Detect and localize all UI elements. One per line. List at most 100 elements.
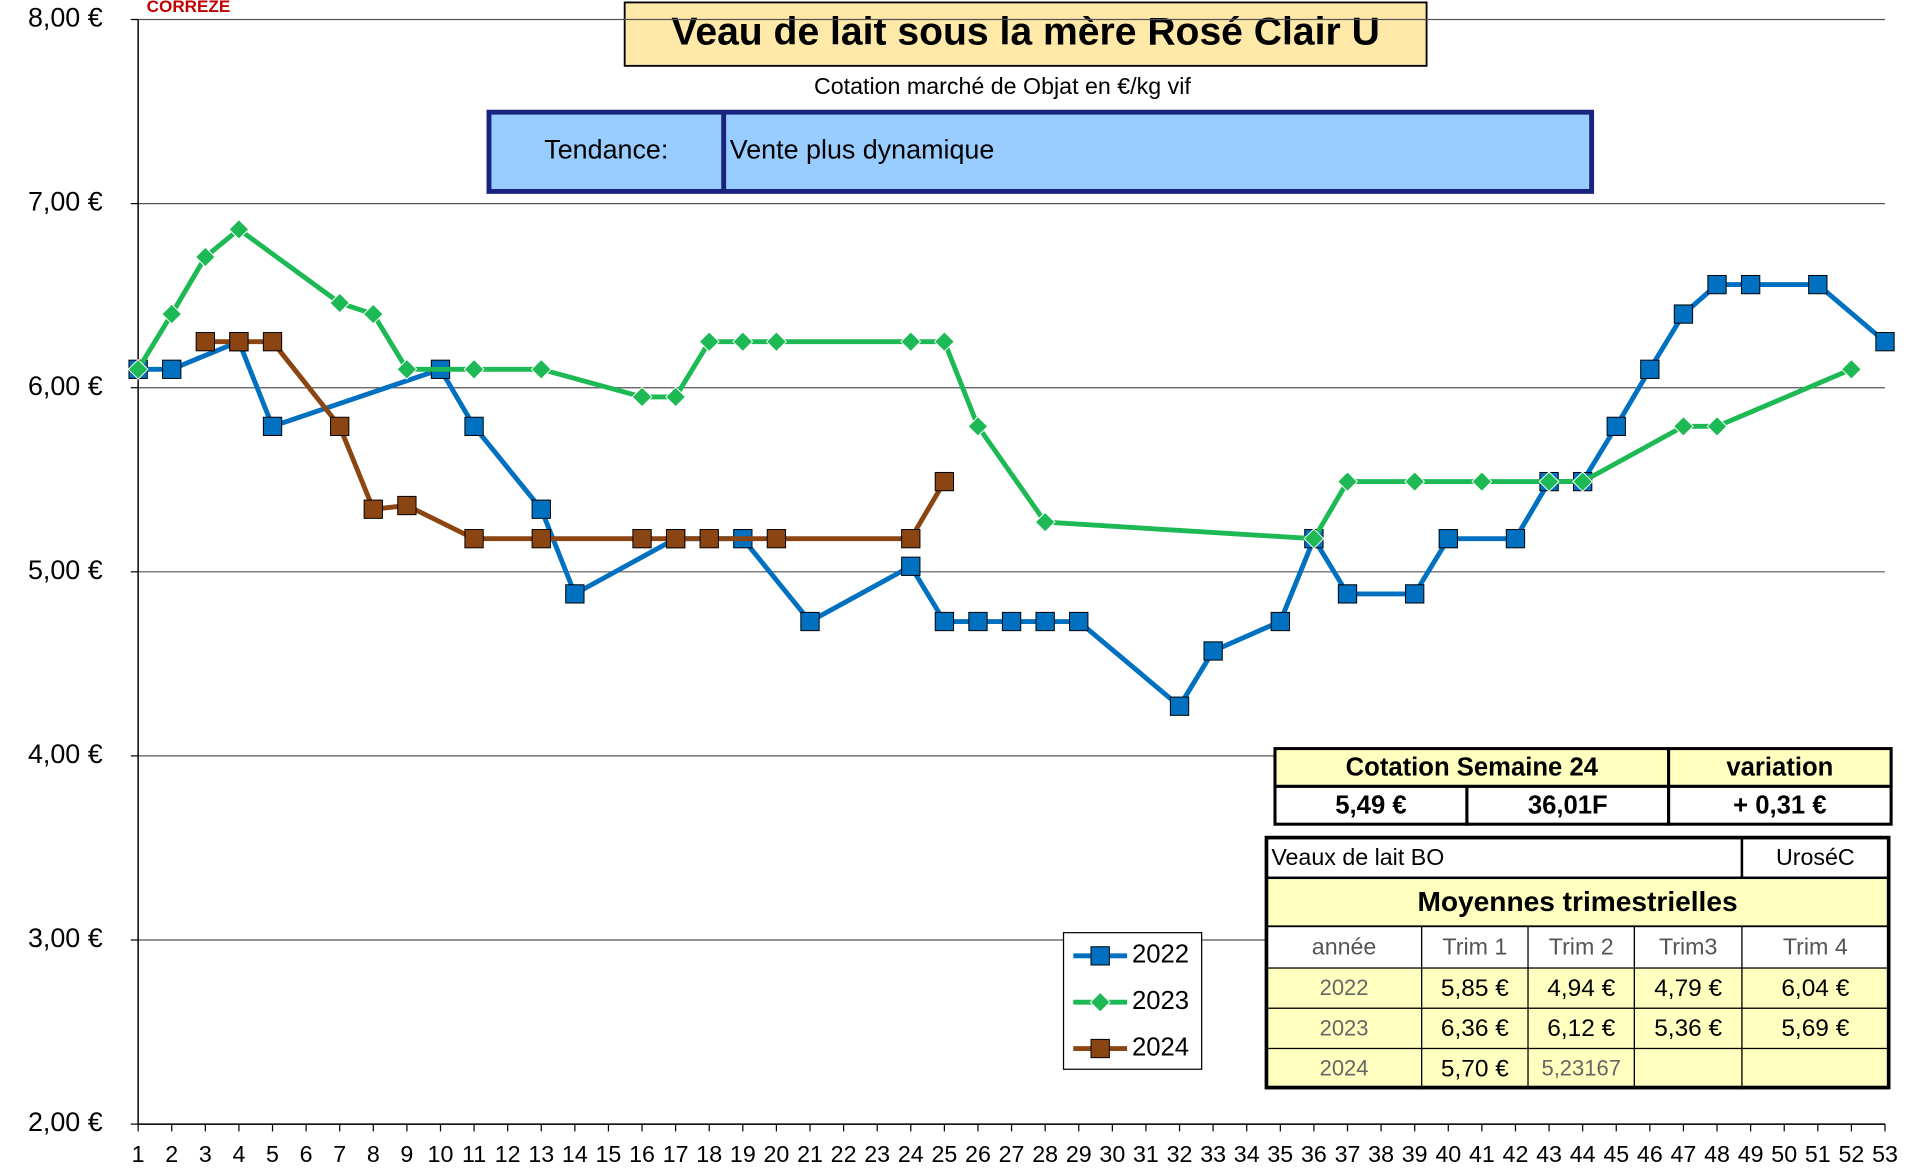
table-text: Trim 2 bbox=[1549, 934, 1614, 960]
marker bbox=[699, 529, 719, 549]
trend-text: Vente plus dynamique bbox=[730, 134, 995, 164]
x-tick-label: 53 bbox=[1872, 1141, 1898, 1167]
marker bbox=[362, 303, 384, 325]
y-tick-label: 6,00 € bbox=[28, 371, 103, 401]
marker bbox=[1438, 529, 1458, 549]
marker bbox=[1672, 415, 1694, 437]
marker bbox=[464, 529, 484, 549]
x-tick-label: 19 bbox=[730, 1141, 756, 1167]
y-tick-label: 8,00 € bbox=[28, 3, 103, 33]
marker bbox=[1001, 611, 1022, 632]
marker bbox=[1707, 274, 1727, 295]
table-text: 5,85 € bbox=[1441, 975, 1509, 1002]
x-tick-label: 4 bbox=[232, 1141, 245, 1167]
x-tick-label: 30 bbox=[1099, 1141, 1125, 1167]
x-tick-label: 34 bbox=[1234, 1141, 1260, 1167]
x-tick-label: 11 bbox=[462, 1141, 486, 1167]
table-text: 6,04 € bbox=[1781, 975, 1849, 1002]
marker bbox=[1035, 611, 1055, 632]
x-tick-label: 14 bbox=[562, 1141, 588, 1167]
legend-label: 2023 bbox=[1132, 987, 1189, 1015]
marker bbox=[901, 529, 921, 549]
table-cell bbox=[1421, 967, 1529, 1009]
table-text: année bbox=[1312, 934, 1377, 960]
x-tick-label: 15 bbox=[596, 1141, 622, 1167]
marker bbox=[1606, 416, 1626, 437]
marker bbox=[1034, 511, 1056, 533]
table-text: 2023 bbox=[1320, 1015, 1369, 1040]
x-tick-label: 52 bbox=[1838, 1141, 1864, 1167]
x-tick-label: 28 bbox=[1032, 1141, 1058, 1167]
marker bbox=[530, 358, 552, 380]
y-tick-label: 7,00 € bbox=[28, 187, 103, 217]
marker bbox=[934, 471, 955, 492]
marker bbox=[1706, 415, 1728, 437]
marker bbox=[901, 556, 921, 576]
marker bbox=[229, 332, 249, 352]
x-tick-label: 42 bbox=[1503, 1141, 1529, 1167]
marker bbox=[1808, 274, 1828, 295]
legend-label: 2024 bbox=[1132, 1033, 1189, 1061]
marker bbox=[127, 358, 149, 380]
marker bbox=[933, 331, 955, 353]
marker bbox=[262, 332, 283, 352]
marker bbox=[161, 303, 183, 325]
marker bbox=[1203, 641, 1223, 661]
x-tick-label: 9 bbox=[400, 1141, 413, 1167]
marker bbox=[464, 416, 484, 437]
x-tick-label: 41 bbox=[1469, 1141, 1495, 1167]
table-cell bbox=[1741, 925, 1890, 969]
marker bbox=[363, 499, 383, 519]
marker bbox=[665, 529, 686, 549]
x-tick-label: 6 bbox=[300, 1141, 313, 1167]
table-cell bbox=[1421, 1047, 1529, 1090]
x-tick-label: 12 bbox=[495, 1141, 521, 1167]
table-cell bbox=[1633, 967, 1743, 1009]
marker bbox=[531, 529, 551, 549]
table-cell bbox=[1741, 1047, 1890, 1090]
x-tick-label: 26 bbox=[965, 1141, 991, 1167]
x-tick-label: 51 bbox=[1805, 1141, 1831, 1167]
marker bbox=[329, 292, 351, 314]
source: CORREZE bbox=[147, 0, 231, 16]
x-tick-label: 27 bbox=[999, 1141, 1025, 1167]
marker bbox=[565, 584, 585, 604]
marker bbox=[1337, 471, 1358, 493]
marker bbox=[1740, 274, 1761, 295]
x-tick-label: 37 bbox=[1335, 1141, 1361, 1167]
series-line bbox=[205, 339, 947, 542]
series bbox=[195, 332, 955, 549]
x-tick-label: 1 bbox=[132, 1141, 145, 1167]
trend-label: Tendance: bbox=[544, 134, 668, 164]
marker bbox=[765, 331, 787, 353]
x-tick-label: 21 bbox=[797, 1141, 823, 1167]
table-cell bbox=[1633, 1007, 1743, 1050]
table-cell bbox=[1667, 747, 1893, 788]
marker bbox=[1471, 471, 1493, 493]
legend-marker bbox=[1090, 946, 1110, 966]
table-text: 4,94 € bbox=[1547, 975, 1615, 1002]
table-text: 2022 bbox=[1320, 975, 1369, 1000]
table-cell bbox=[1667, 784, 1893, 826]
table-cell bbox=[1741, 967, 1890, 1009]
x-tick-label: 3 bbox=[199, 1141, 212, 1167]
marker bbox=[1169, 696, 1190, 716]
marker bbox=[194, 246, 216, 268]
x-tick-label: 18 bbox=[696, 1141, 722, 1167]
marker bbox=[968, 611, 988, 632]
x-tick-label: 48 bbox=[1704, 1141, 1730, 1167]
table-cell bbox=[1265, 1047, 1423, 1090]
marker bbox=[1673, 304, 1694, 324]
table-text: Trim 1 bbox=[1442, 934, 1507, 960]
marker bbox=[1875, 332, 1895, 352]
trend-box bbox=[486, 109, 1595, 194]
x-tick-label: 44 bbox=[1570, 1141, 1596, 1167]
legend-marker bbox=[1089, 991, 1111, 1013]
table-text: 5,36 € bbox=[1654, 1015, 1722, 1042]
x-tick-label: 7 bbox=[333, 1141, 346, 1167]
x-tick-label: 33 bbox=[1200, 1141, 1226, 1167]
y-tick-label: 3,00 € bbox=[28, 923, 103, 953]
marker bbox=[1404, 471, 1426, 493]
